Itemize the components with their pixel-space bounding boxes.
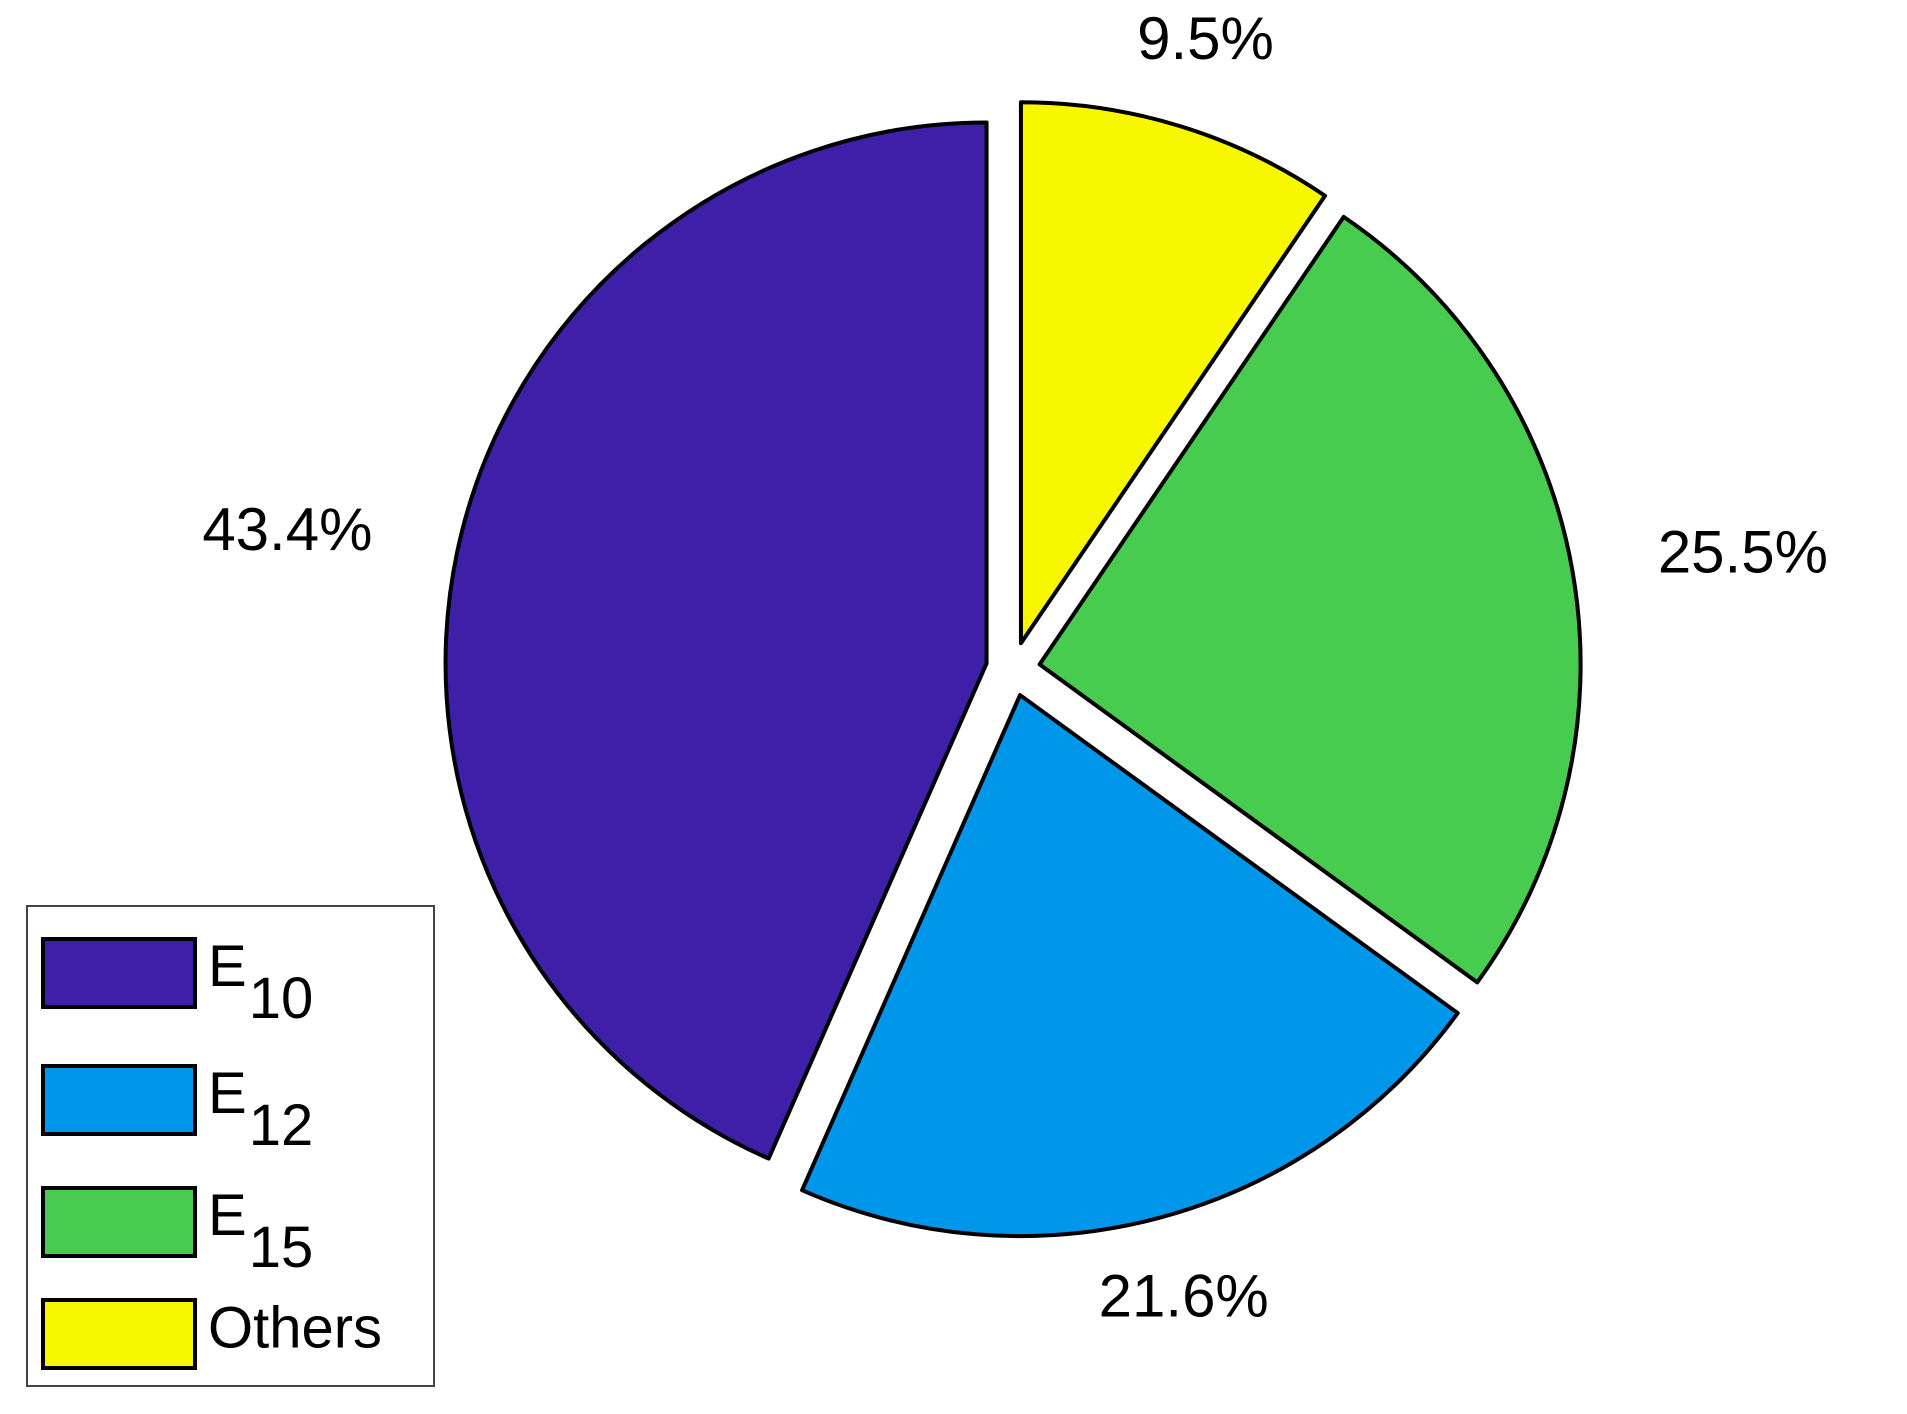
- legend-swatch: [41, 1186, 197, 1258]
- pie-slice: [1018, 100, 1328, 646]
- legend-swatch: [41, 937, 197, 1009]
- legend-swatch: [41, 1064, 197, 1136]
- pie-slice: [1037, 214, 1583, 985]
- data-label: 43.4%: [202, 496, 372, 563]
- legend-label: E10: [208, 934, 313, 1031]
- data-label: 9.5%: [1137, 5, 1274, 72]
- data-label: 21.6%: [1099, 1263, 1269, 1330]
- legend: E10 E12 E15 Others: [26, 905, 435, 1387]
- pie-slice: [443, 120, 989, 1161]
- data-label: 25.5%: [1658, 518, 1828, 585]
- pie-slice: [800, 693, 1460, 1239]
- legend-label: Others: [208, 1295, 382, 1360]
- legend-label: E12: [208, 1061, 313, 1158]
- legend-swatch: [41, 1298, 197, 1370]
- legend-label: E15: [208, 1183, 313, 1280]
